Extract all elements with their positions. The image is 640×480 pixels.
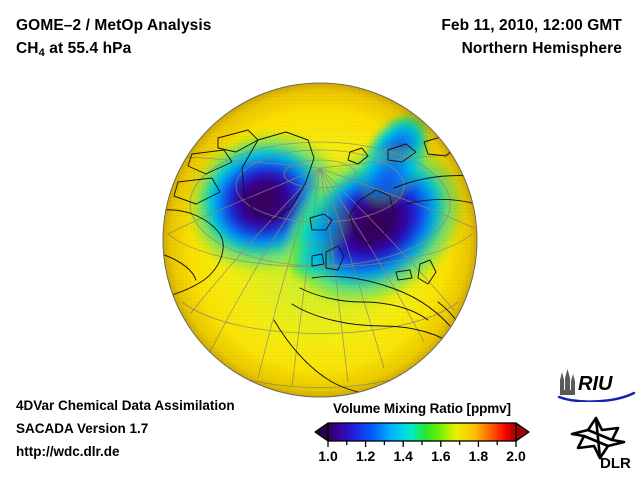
colorbar-high-arrow [515, 422, 530, 442]
analysis-title: GOME–2 / MetOp Analysis [16, 17, 212, 34]
colorbar-tick-label: 1.8 [468, 448, 489, 464]
source-url: http://wdc.dlr.de [16, 444, 120, 459]
limb-shading [163, 83, 477, 397]
species-subscript: 4 [38, 47, 45, 59]
riu-logo: RIU [556, 368, 636, 402]
globe-outline [162, 82, 478, 398]
species-level-label: CH4 at 55.4 hPa [16, 37, 212, 62]
riu-spires-icon [560, 369, 575, 395]
riu-swoosh-icon [557, 391, 636, 402]
header-right: Feb 11, 2010, 12:00 GMT Northern Hemisph… [441, 14, 622, 60]
method-label: 4DVar Chemical Data Assimilation [16, 398, 235, 413]
pressure-level: at 55.4 hPa [44, 40, 132, 57]
species-name: CH [16, 40, 39, 57]
colorbar-tick-labels: 1.0 1.2 1.4 1.6 1.8 2.0 [306, 448, 538, 466]
footer-credits: 4DVar Chemical Data Assimilation SACADA … [16, 394, 235, 463]
hemisphere-label: Northern Hemisphere [461, 40, 622, 57]
riu-wordmark: RIU [578, 373, 613, 395]
header-left: GOME–2 / MetOp Analysis CH4 at 55.4 hPa [16, 14, 212, 62]
colorbar-low-arrow [314, 422, 329, 442]
colorbar-ticks [327, 441, 517, 447]
dlr-logo: DLR [566, 416, 634, 472]
colorbar: Volume Mixing Ratio [ppmv] 1.0 1.2 1.4 1.6 1… [306, 401, 538, 466]
version-label: SACADA Version 1.7 [16, 421, 149, 436]
dlr-mark-icon [570, 416, 626, 460]
colorbar-tick-label: 2.0 [506, 448, 526, 464]
globe-disc [163, 83, 477, 397]
colorbar-tick-label: 1.2 [355, 448, 376, 464]
timestamp-label: Feb 11, 2010, 12:00 GMT [441, 17, 622, 34]
colorbar-scale [314, 422, 530, 447]
colorbar-title: Volume Mixing Ratio [ppmv] [333, 401, 511, 416]
dlr-wordmark: DLR [600, 455, 631, 472]
globe-map [162, 82, 478, 398]
colorbar-tick-label: 1.6 [431, 448, 451, 464]
colorbar-tick-label: 1.0 [318, 448, 338, 464]
colorbar-gradient [327, 422, 517, 442]
colorbar-tick-label: 1.4 [393, 448, 413, 464]
